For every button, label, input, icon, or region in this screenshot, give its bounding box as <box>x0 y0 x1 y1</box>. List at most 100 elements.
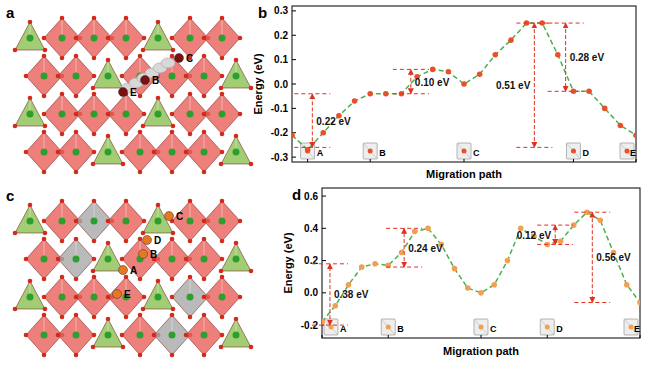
oxygen <box>92 275 97 280</box>
oxygen <box>188 239 193 244</box>
oxygen <box>13 124 18 129</box>
barrier-arrow <box>592 212 593 302</box>
oxygen <box>92 16 97 21</box>
series-line <box>292 23 636 150</box>
oxygen <box>124 315 129 320</box>
oxygen <box>142 112 147 117</box>
oxygen <box>202 94 207 99</box>
site-icon <box>540 319 554 335</box>
point-icons: ABCDE <box>322 319 640 338</box>
cation <box>91 111 98 118</box>
oxygen <box>124 239 129 244</box>
oxygen <box>74 94 79 99</box>
oxygen <box>220 315 225 320</box>
oxygen <box>92 150 97 155</box>
barrier-arrow <box>555 225 556 244</box>
cation <box>137 149 144 156</box>
data-point <box>372 261 378 267</box>
oxygen <box>234 134 239 139</box>
oxygen <box>202 295 207 300</box>
polyhedron <box>76 201 112 241</box>
data-point <box>508 37 514 43</box>
panel-label: c <box>6 187 14 204</box>
oxygen <box>121 345 126 350</box>
oxygen <box>91 86 96 91</box>
cation <box>41 149 48 156</box>
cation <box>59 111 66 118</box>
oxygen <box>138 277 143 282</box>
data-point <box>399 250 405 256</box>
polyhedron <box>122 132 158 172</box>
oxygen <box>220 275 225 280</box>
site-label: A <box>130 265 137 276</box>
oxygen <box>142 36 147 41</box>
oxygen <box>74 277 79 282</box>
oxygen <box>220 132 225 137</box>
oxygen <box>188 92 193 97</box>
oxygen <box>24 257 29 262</box>
polyhedron <box>58 239 94 279</box>
oxygen <box>238 112 243 117</box>
y-tick-label: 0.2 <box>274 30 288 41</box>
migration-channel <box>161 58 175 68</box>
oxygen <box>202 130 207 135</box>
oxygen <box>42 295 47 300</box>
oxygen <box>124 16 129 21</box>
polyhedron <box>122 239 158 279</box>
polyhedron <box>204 201 240 241</box>
oxygen <box>42 130 47 135</box>
oxygen <box>156 20 161 25</box>
data-point <box>452 266 458 272</box>
oxygen <box>220 16 225 21</box>
x-axis-label: Migration path <box>443 345 519 357</box>
polyhedron <box>143 205 173 233</box>
oxygen <box>91 269 96 274</box>
y-tick-label: 0.0 <box>304 287 318 298</box>
oxygen <box>171 307 176 312</box>
oxygen <box>74 112 79 117</box>
oxygen <box>220 199 225 204</box>
data-point <box>505 258 511 264</box>
oxygen <box>42 54 47 59</box>
oxygen <box>202 36 207 41</box>
series-line <box>322 212 640 322</box>
cation <box>91 294 98 301</box>
data <box>322 209 640 324</box>
oxygen <box>152 150 157 155</box>
site <box>119 88 128 97</box>
y-tick-label: -0.2 <box>271 127 289 138</box>
polyhedron <box>204 277 240 317</box>
oxygen <box>152 333 157 338</box>
oxygen <box>138 353 143 358</box>
y-tick <box>292 108 296 109</box>
site-icon-atom <box>386 325 391 330</box>
site-icon <box>474 319 488 335</box>
oxygen <box>124 132 129 137</box>
y-tick <box>292 59 296 60</box>
site-icon-atom <box>545 325 550 330</box>
polyhedron <box>15 205 45 233</box>
oxygen <box>220 150 225 155</box>
oxygen <box>13 48 18 53</box>
cation <box>73 256 80 263</box>
polyhedron <box>15 98 45 126</box>
data-point <box>292 132 295 138</box>
oxygen <box>120 333 125 338</box>
oxygen <box>219 162 224 167</box>
cation <box>155 294 162 301</box>
polyhedron <box>58 132 94 172</box>
oxygen <box>202 170 207 175</box>
oxygen <box>188 199 193 204</box>
oxygen <box>170 277 175 282</box>
polyhedron <box>93 319 123 347</box>
data-point <box>492 52 498 58</box>
oxygen <box>141 48 146 53</box>
cation <box>201 332 208 339</box>
cation <box>27 111 34 118</box>
cation <box>73 332 80 339</box>
oxygen <box>74 313 79 318</box>
site-icon-edge <box>363 143 377 159</box>
y-tick-label: -0.3 <box>271 152 289 163</box>
polyhedron <box>44 277 80 317</box>
oxygen <box>91 345 96 350</box>
